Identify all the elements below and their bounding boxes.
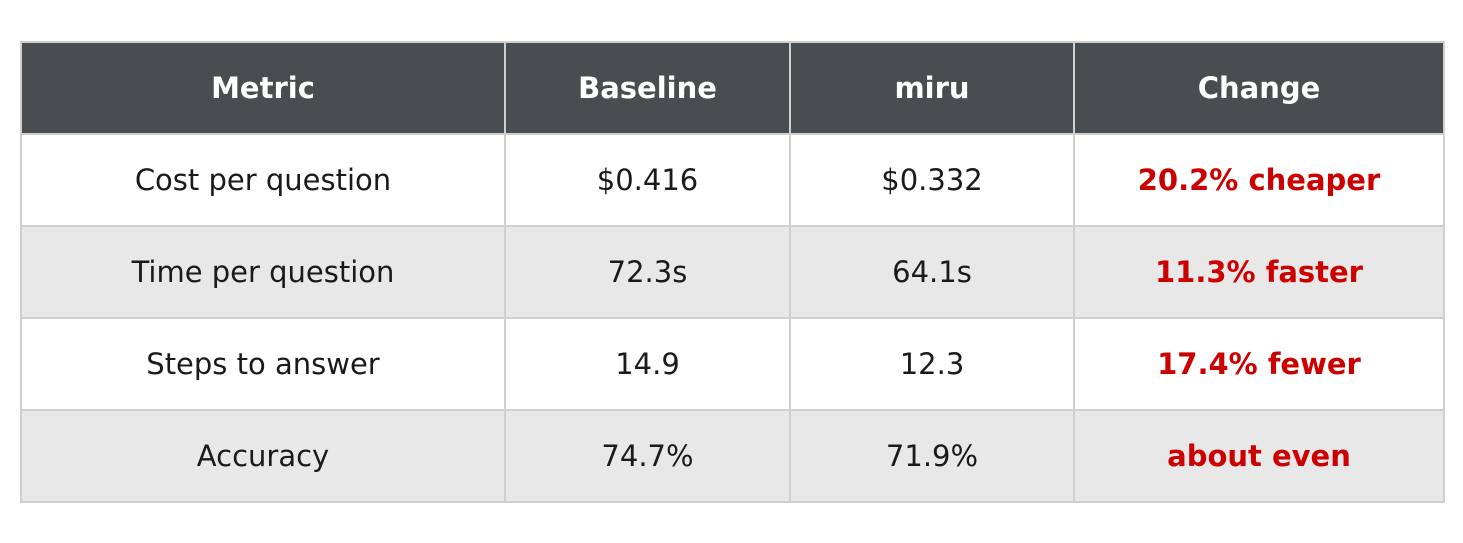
table-cell: 64.1s (789, 225, 1075, 319)
change-cell: 20.2% cheaper (1073, 133, 1445, 227)
table-cell: Time per question (20, 225, 506, 319)
header-cell: Metric (20, 41, 506, 135)
table-row: Steps to answer 14.9 12.3 17.4% fewer (20, 317, 1445, 411)
table-cell: Accuracy (20, 409, 506, 503)
comparison-table: Metric Baseline miru Change Cost per questi… (20, 41, 1445, 503)
table-cell: 14.9 (504, 317, 791, 411)
header-cell: Change (1073, 41, 1445, 135)
table-cell: 72.3s (504, 225, 791, 319)
table-row: Cost per question $0.416 $0.332 20.2% cheap… (20, 133, 1445, 227)
table-cell: 74.7% (504, 409, 791, 503)
table-row: Accuracy 74.7% 71.9% about even (20, 409, 1445, 503)
table-cell: Steps to answer (20, 317, 506, 411)
table-body: Cost per question $0.416 $0.332 20.2% cheap… (20, 133, 1445, 503)
header-row: Metric Baseline miru Change (20, 41, 1445, 135)
table-cell: $0.416 (504, 133, 791, 227)
table-cell: 12.3 (789, 317, 1075, 411)
header-cell: miru (789, 41, 1075, 135)
table-row: Time per question 72.3s 64.1s 11.3% faster (20, 225, 1445, 319)
change-cell: 17.4% fewer (1073, 317, 1445, 411)
change-cell: 11.3% faster (1073, 225, 1445, 319)
change-cell: about even (1073, 409, 1445, 503)
table-cell: Cost per question (20, 133, 506, 227)
table-cell: 71.9% (789, 409, 1075, 503)
header-cell: Baseline (504, 41, 791, 135)
table-cell: $0.332 (789, 133, 1075, 227)
